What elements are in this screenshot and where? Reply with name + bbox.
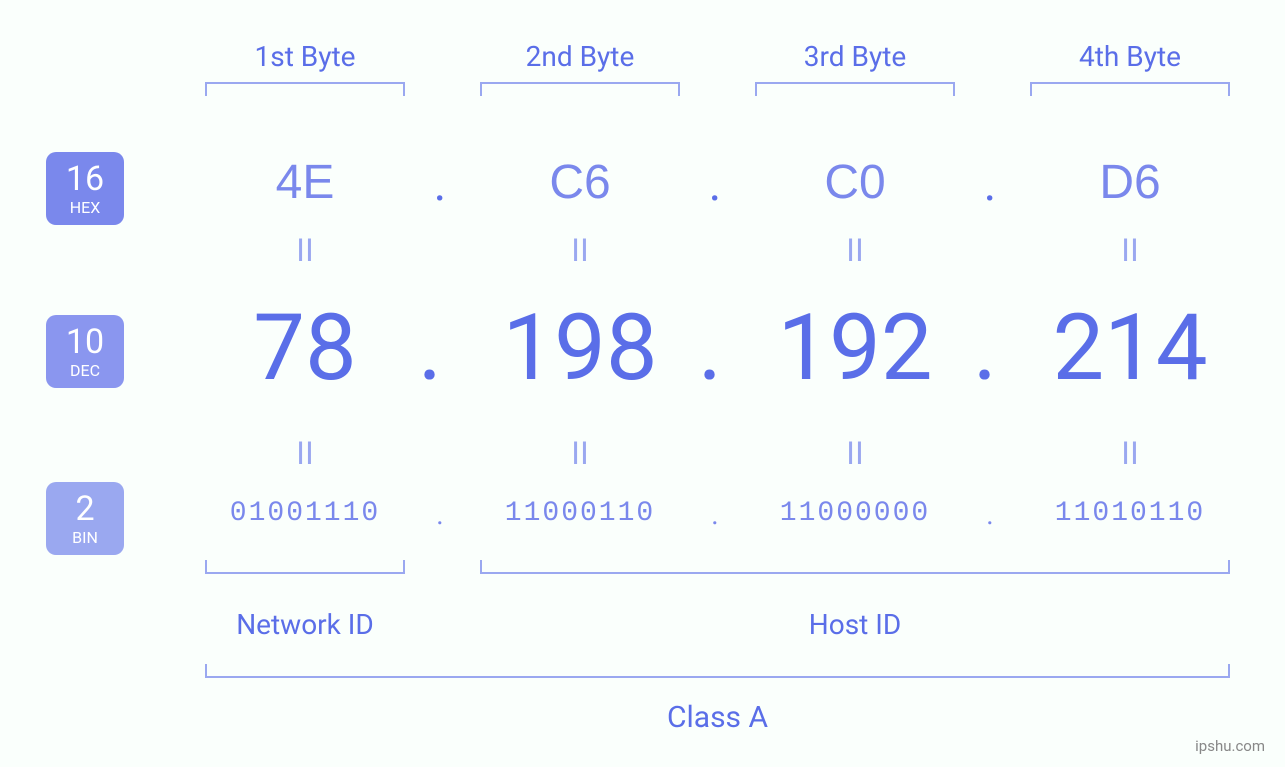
bin-dot-2: . bbox=[695, 498, 735, 531]
top-bracket-4 bbox=[1030, 82, 1230, 96]
dec-dot-1: . bbox=[400, 295, 460, 402]
dec-byte-4: 214 bbox=[1005, 295, 1255, 402]
top-bracket-2 bbox=[480, 82, 680, 96]
top-bracket-3 bbox=[755, 82, 955, 96]
badge-hex: 16 HEX bbox=[46, 152, 124, 225]
bin-dot-1: . bbox=[420, 498, 460, 531]
badge-dec-label: DEC bbox=[46, 361, 124, 380]
dec-byte-1: 78 bbox=[180, 295, 430, 402]
bin-dot-3: . bbox=[970, 498, 1010, 531]
class-label: Class A bbox=[205, 700, 1230, 735]
equals-hex-dec-4: II bbox=[1030, 232, 1230, 269]
badge-hex-label: HEX bbox=[46, 198, 124, 217]
ip-diagram: 1st Byte 2nd Byte 3rd Byte 4th Byte 16 H… bbox=[0, 0, 1285, 767]
top-bracket-1 bbox=[205, 82, 405, 96]
byte-header-1: 1st Byte bbox=[205, 40, 405, 73]
dec-byte-2: 198 bbox=[455, 295, 705, 402]
equals-dec-bin-4: II bbox=[1030, 435, 1230, 472]
badge-dec-num: 10 bbox=[46, 325, 124, 359]
hex-byte-3: C0 bbox=[755, 155, 955, 210]
bin-byte-2: 11000110 bbox=[480, 498, 680, 529]
hex-dot-1: . bbox=[420, 155, 460, 212]
badge-bin-label: BIN bbox=[46, 528, 124, 547]
bin-byte-1: 01001110 bbox=[205, 498, 405, 529]
hex-byte-4: D6 bbox=[1030, 155, 1230, 210]
equals-dec-bin-1: II bbox=[205, 435, 405, 472]
dec-byte-3: 192 bbox=[730, 295, 980, 402]
equals-dec-bin-3: II bbox=[755, 435, 955, 472]
network-id-bracket bbox=[205, 560, 405, 574]
badge-hex-num: 16 bbox=[46, 162, 124, 196]
badge-bin: 2 BIN bbox=[46, 482, 124, 555]
bin-byte-4: 11010110 bbox=[1030, 498, 1230, 529]
attribution: ipshu.com bbox=[1195, 737, 1265, 755]
equals-hex-dec-3: II bbox=[755, 232, 955, 269]
network-id-label: Network ID bbox=[205, 608, 405, 641]
byte-header-4: 4th Byte bbox=[1030, 40, 1230, 73]
equals-hex-dec-2: II bbox=[480, 232, 680, 269]
hex-byte-2: C6 bbox=[480, 155, 680, 210]
host-id-bracket bbox=[480, 560, 1230, 574]
hex-byte-1: 4E bbox=[205, 155, 405, 210]
badge-dec: 10 DEC bbox=[46, 315, 124, 388]
badge-bin-num: 2 bbox=[46, 492, 124, 526]
host-id-label: Host ID bbox=[480, 608, 1230, 641]
class-bracket bbox=[205, 664, 1230, 678]
equals-hex-dec-1: II bbox=[205, 232, 405, 269]
hex-dot-3: . bbox=[970, 155, 1010, 212]
byte-header-3: 3rd Byte bbox=[755, 40, 955, 73]
bin-byte-3: 11000000 bbox=[755, 498, 955, 529]
equals-dec-bin-2: II bbox=[480, 435, 680, 472]
byte-header-2: 2nd Byte bbox=[480, 40, 680, 73]
hex-dot-2: . bbox=[695, 155, 735, 212]
